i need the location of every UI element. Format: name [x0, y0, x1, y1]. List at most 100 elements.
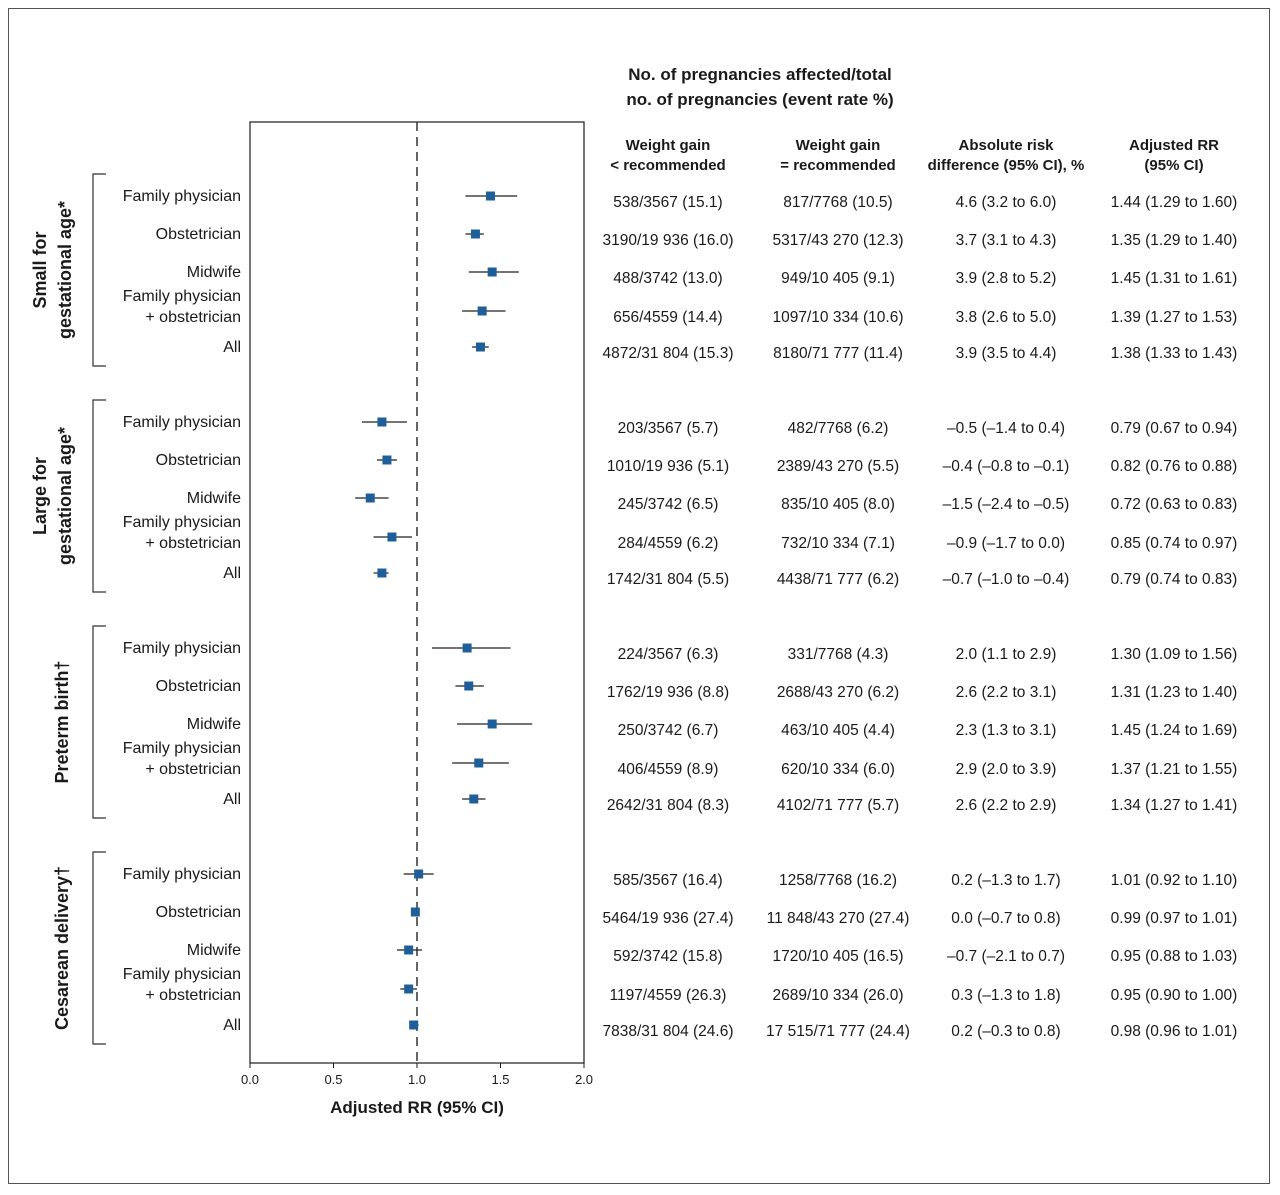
- row-label: Midwife: [187, 942, 241, 959]
- x-tick-label: 0.0: [241, 1072, 259, 1087]
- table-cell: 8180/71 777 (11.4): [773, 345, 903, 362]
- table-cell: 0.79 (0.74 to 0.83): [1111, 571, 1238, 588]
- table-cell: 732/10 334 (7.1): [781, 535, 895, 552]
- row-label: Family physician: [123, 740, 241, 757]
- group-label: Large for: [30, 457, 50, 535]
- table-cell: 245/3742 (6.5): [618, 496, 719, 513]
- table-cell: 1097/10 334 (10.6): [773, 309, 904, 326]
- column-header: Weight gain: [796, 137, 881, 154]
- point-estimate: [404, 945, 414, 955]
- table-cell: 2389/43 270 (5.5): [777, 458, 899, 475]
- point-estimate: [487, 719, 497, 729]
- table-cell: 0.0 (–0.7 to 0.8): [951, 910, 1060, 927]
- point-estimate: [474, 758, 484, 768]
- table-cell: 1762/19 936 (8.8): [607, 684, 729, 701]
- table-cell: 1.34 (1.27 to 1.41): [1111, 797, 1238, 814]
- table-cell: 0.72 (0.63 to 0.83): [1111, 496, 1238, 513]
- group-bracket: [92, 173, 106, 367]
- row-label: All: [223, 339, 241, 356]
- main-header: no. of pregnancies (event rate %): [626, 90, 893, 109]
- table-cell: 1010/19 936 (5.1): [607, 458, 729, 475]
- table-cell: –0.5 (–1.4 to 0.4): [947, 420, 1065, 437]
- table-cell: 224/3567 (6.3): [618, 646, 719, 663]
- table-cell: –0.7 (–2.1 to 0.7): [947, 948, 1065, 965]
- table-cell: 4.6 (3.2 to 6.0): [956, 194, 1057, 211]
- row-label: Family physician: [123, 188, 241, 205]
- table-cell: 1197/4559 (26.3): [610, 987, 727, 1004]
- point-estimate: [404, 984, 414, 994]
- point-estimate: [409, 1020, 419, 1030]
- point-estimate: [414, 869, 424, 879]
- table-cell: 0.2 (–1.3 to 1.7): [951, 872, 1060, 889]
- table-cell: 7838/31 804 (24.6): [603, 1023, 734, 1040]
- point-estimate: [387, 532, 397, 542]
- row-label: Family physician: [123, 514, 241, 531]
- table-cell: 1.39 (1.27 to 1.53): [1111, 309, 1238, 326]
- point-estimate: [477, 306, 487, 316]
- group-bracket: [92, 851, 106, 1045]
- table-cell: 656/4559 (14.4): [613, 309, 722, 326]
- table-cell: 2.6 (2.2 to 2.9): [956, 797, 1057, 814]
- point-estimate: [377, 417, 387, 427]
- table-cell: 250/3742 (6.7): [618, 722, 719, 739]
- x-tick-label: 2.0: [575, 1072, 593, 1087]
- x-tick-label: 1.0: [408, 1072, 426, 1087]
- row-label: + obstetrician: [145, 309, 241, 326]
- row-label: Midwife: [187, 264, 241, 281]
- group-label: Small for: [30, 231, 50, 308]
- table-cell: 1.38 (1.33 to 1.43): [1111, 345, 1238, 362]
- table-cell: 2688/43 270 (6.2): [777, 684, 899, 701]
- table-cell: 4438/71 777 (6.2): [777, 571, 899, 588]
- table-cell: 0.95 (0.90 to 1.00): [1111, 987, 1238, 1004]
- table-cell: 592/3742 (15.8): [613, 948, 722, 965]
- table-cell: 835/10 405 (8.0): [781, 496, 895, 513]
- table-cell: 0.82 (0.76 to 0.88): [1111, 458, 1238, 475]
- row-label: Midwife: [187, 716, 241, 733]
- table-cell: 0.95 (0.88 to 1.03): [1111, 948, 1238, 965]
- table-cell: 585/3567 (16.4): [613, 872, 722, 889]
- table-cell: 1.30 (1.09 to 1.56): [1111, 646, 1238, 663]
- table-cell: 488/3742 (13.0): [613, 270, 722, 287]
- point-estimate: [485, 191, 495, 201]
- table-cell: 331/7768 (4.3): [788, 646, 889, 663]
- table-cell: 463/10 405 (4.4): [781, 722, 895, 739]
- row-label: + obstetrician: [145, 761, 241, 778]
- column-header: difference (95% CI), %: [928, 157, 1085, 174]
- point-estimate: [377, 568, 387, 578]
- point-estimate: [487, 267, 497, 277]
- point-estimate: [462, 643, 472, 653]
- table-cell: 1.45 (1.24 to 1.69): [1111, 722, 1238, 739]
- group-label: gestational age*: [55, 427, 75, 565]
- row-label: Obstetrician: [156, 452, 241, 469]
- table-cell: 817/7768 (10.5): [783, 194, 892, 211]
- x-tick-label: 1.5: [491, 1072, 509, 1087]
- table-cell: 3.8 (2.6 to 5.0): [956, 309, 1057, 326]
- group-label: gestational age*: [55, 201, 75, 339]
- table-cell: 2.6 (2.2 to 3.1): [956, 684, 1057, 701]
- table-cell: 0.79 (0.67 to 0.94): [1111, 420, 1238, 437]
- point-estimate: [410, 907, 420, 917]
- table-cell: 11 848/43 270 (27.4): [767, 910, 910, 927]
- table-cell: 203/3567 (5.7): [618, 420, 719, 437]
- row-label: All: [223, 791, 241, 808]
- column-header: Adjusted RR: [1129, 137, 1219, 154]
- table-cell: 5317/43 270 (12.3): [773, 232, 904, 249]
- point-estimate: [469, 794, 479, 804]
- table-cell: 0.99 (0.97 to 1.01): [1111, 910, 1238, 927]
- group-label: Cesarean delivery†: [52, 866, 72, 1030]
- table-cell: 2689/10 334 (26.0): [773, 987, 904, 1004]
- row-label: All: [223, 1017, 241, 1034]
- point-estimate: [470, 229, 480, 239]
- table-cell: –0.7 (–1.0 to –0.4): [943, 571, 1070, 588]
- row-label: Family physician: [123, 866, 241, 883]
- table-cell: 1.35 (1.29 to 1.40): [1111, 232, 1238, 249]
- table-cell: 2642/31 804 (8.3): [607, 797, 729, 814]
- main-header: No. of pregnancies affected/total: [628, 65, 892, 84]
- row-label: Obstetrician: [156, 226, 241, 243]
- column-header: (95% CI): [1144, 157, 1203, 174]
- point-estimate: [464, 681, 474, 691]
- row-label: Obstetrician: [156, 904, 241, 921]
- table-cell: 538/3567 (15.1): [613, 194, 722, 211]
- table-cell: 2.9 (2.0 to 3.9): [956, 761, 1057, 778]
